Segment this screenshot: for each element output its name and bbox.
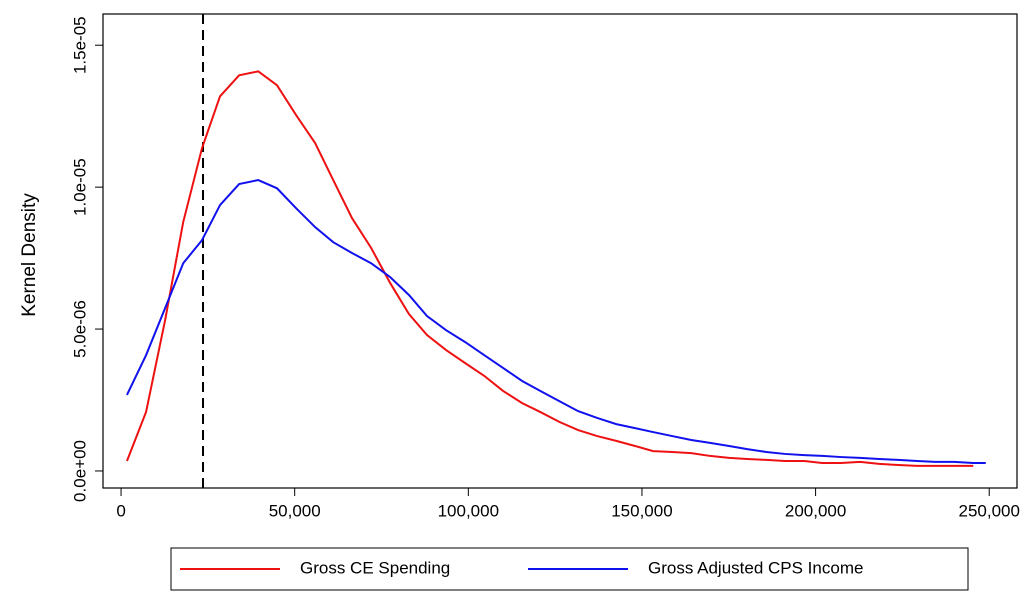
- data-line: [126, 70, 974, 467]
- x-tick-label: 0: [116, 501, 125, 520]
- x-tick-label: 50,000: [269, 501, 321, 520]
- legend-label: Gross CE Spending: [300, 558, 450, 577]
- legend-box: [170, 547, 969, 591]
- legend-label: Gross Adjusted CPS Income: [648, 558, 863, 577]
- x-tick-label: 100,000: [438, 501, 499, 520]
- x-tick-label: 150,000: [611, 501, 672, 520]
- x-tick-label: 200,000: [785, 501, 846, 520]
- y-tick-label: 1.5e-05: [70, 16, 89, 74]
- data-line: [126, 178, 986, 465]
- y-tick-label: 5.0e-06: [70, 300, 89, 358]
- y-tick-label: 1.0e-05: [70, 158, 89, 216]
- x-tick-label: 250,000: [958, 501, 1019, 520]
- y-tick-label: 0.0e+00: [70, 440, 89, 502]
- plot-frame: [102, 13, 1018, 489]
- y-axis-label: Kernel Density: [19, 193, 40, 317]
